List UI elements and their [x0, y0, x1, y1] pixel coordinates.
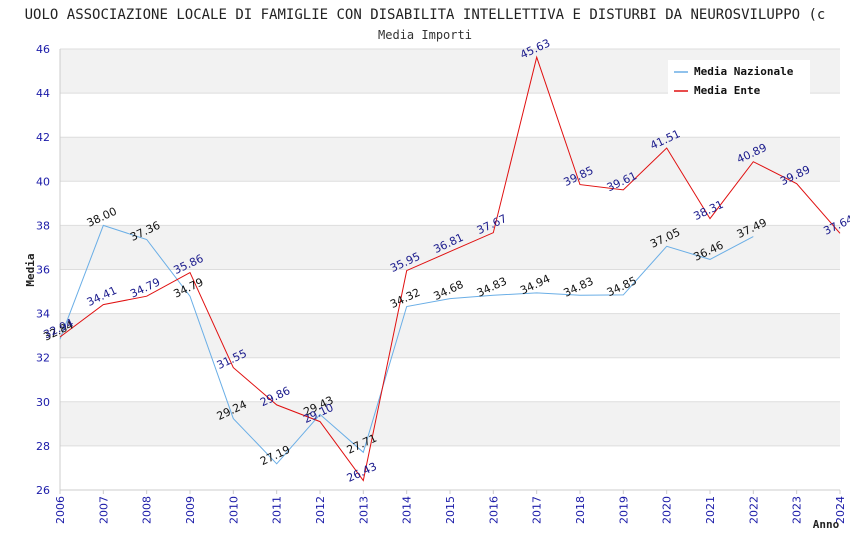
x-tick-label: 2007 [97, 496, 110, 524]
y-tick-label: 46 [36, 43, 50, 56]
grid-band [60, 313, 840, 358]
y-tick-label: 26 [36, 484, 50, 497]
y-tick-label: 36 [36, 264, 50, 277]
grid-band [60, 401, 840, 446]
x-tick-label: 2020 [661, 496, 674, 524]
x-axis-title: Anno [813, 518, 840, 531]
y-axis-ticks: 26 28 30 32 34 36 38 40 42 44 46 [36, 43, 50, 497]
x-tick-label: 2015 [444, 496, 457, 524]
y-tick-label: 28 [36, 440, 50, 453]
legend-label-ente: Media Ente [694, 84, 761, 97]
x-tick-label: 2012 [314, 496, 327, 524]
gridlines [59, 48, 841, 494]
legend-label-nazionale: Media Nazionale [694, 65, 794, 78]
x-tick-label: 2022 [747, 496, 760, 524]
x-tick-label: 2010 [227, 496, 240, 524]
x-tick-label: 2023 [791, 496, 804, 524]
chart-subtitle: Media Importi [378, 28, 472, 42]
x-tick-label: 2008 [141, 496, 154, 524]
x-tick-label: 2024 [834, 496, 847, 524]
series-line-ente [59, 55, 841, 482]
y-tick-label: 42 [36, 131, 50, 144]
y-tick-label: 34 [36, 308, 50, 321]
x-tick-label: 2019 [617, 496, 630, 524]
grid-band [60, 137, 840, 182]
legend-box [668, 60, 810, 98]
chart-title: UOLO ASSOCIAZIONE LOCALE DI FAMIGLIE CON… [25, 7, 826, 23]
x-tick-label: 2006 [54, 496, 67, 524]
x-axis-ticks: 2006 2007 2008 2009 2010 2011 2012 2013 2014 2015… [54, 496, 847, 524]
y-axis-title: Media [24, 253, 37, 286]
x-tick-label: 2014 [401, 496, 414, 524]
x-tick-label: 2011 [271, 496, 284, 524]
x-tick-label: 2021 [704, 496, 717, 524]
x-tick-label: 2013 [357, 496, 370, 524]
series-lines [59, 55, 841, 482]
series-line-nazionale [59, 224, 754, 465]
grid-band [60, 225, 840, 270]
legend: Media Nazionale Media Ente [668, 60, 810, 98]
y-tick-label: 40 [36, 175, 50, 188]
y-tick-label: 38 [36, 219, 50, 232]
x-tick-label: 2016 [487, 496, 500, 524]
x-tick-label: 2018 [574, 496, 587, 524]
y-tick-label: 44 [36, 87, 50, 100]
y-tick-label: 30 [36, 396, 50, 409]
x-tick-label: 2017 [531, 496, 544, 524]
x-tick-label: 2009 [184, 496, 197, 524]
y-tick-label: 32 [36, 352, 50, 365]
